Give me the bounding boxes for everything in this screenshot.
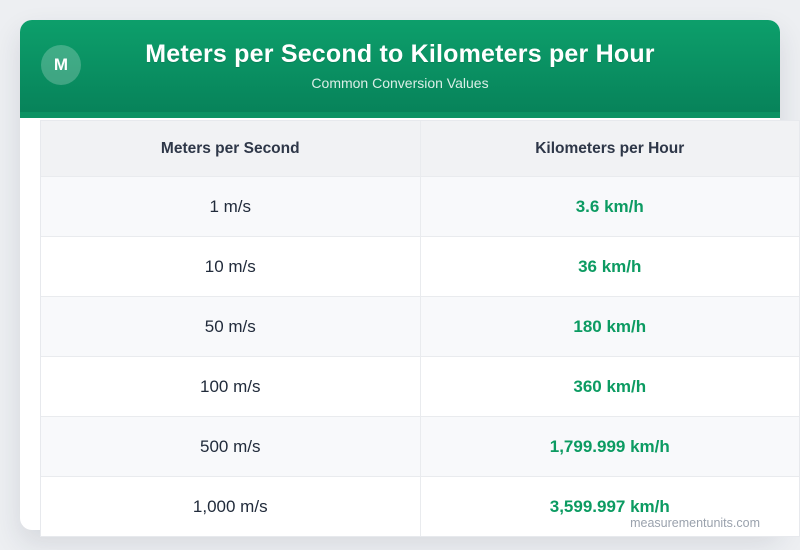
kmh-value: 3.6 km/h — [419, 177, 800, 236]
page-subtitle: Common Conversion Values — [311, 75, 489, 92]
kmh-value: 36 km/h — [419, 237, 800, 296]
page-title: Meters per Second to Kilometers per Hour — [145, 39, 655, 68]
table-header-row: Meters per Second Kilometers per Hour — [41, 121, 799, 176]
table-row: 1,000 m/s 3,599.997 km/h — [41, 476, 799, 536]
kmh-value: 1,799.999 km/h — [419, 417, 800, 476]
site-watermark: measurementunits.com — [630, 516, 760, 530]
ms-value: 500 m/s — [200, 436, 261, 456]
column-header-meters-per-second: Meters per Second — [160, 139, 300, 157]
ms-value: 1,000 m/s — [192, 496, 268, 516]
ms-value: 10 m/s — [204, 256, 256, 276]
table-row: 500 m/s 1,799.999 km/h — [41, 416, 799, 476]
table-row: 100 m/s 360 km/h — [41, 356, 799, 416]
column-header-kilometers-per-hour: Kilometers per Hour — [419, 121, 800, 176]
kmh-value: 3,599.997 km/h — [419, 477, 800, 536]
table-row: 1 m/s 3.6 km/h — [41, 176, 799, 236]
kmh-value: 180 km/h — [419, 297, 800, 356]
ms-value: 1 m/s — [209, 196, 252, 216]
table-title-header: M Meters per Second to Kilometers per Ho… — [20, 20, 780, 118]
ms-value: 50 m/s — [204, 316, 256, 336]
ms-value: 100 m/s — [200, 376, 261, 396]
kmh-value: 360 km/h — [419, 357, 800, 416]
table-row: 10 m/s 36 km/h — [41, 236, 799, 296]
conversion-table: Meters per Second Kilometers per Hour 1 … — [40, 120, 800, 537]
brand-m-badge: M — [41, 45, 81, 85]
brand-m-letter: M — [53, 55, 69, 74]
table-row: 50 m/s 180 km/h — [41, 296, 799, 356]
